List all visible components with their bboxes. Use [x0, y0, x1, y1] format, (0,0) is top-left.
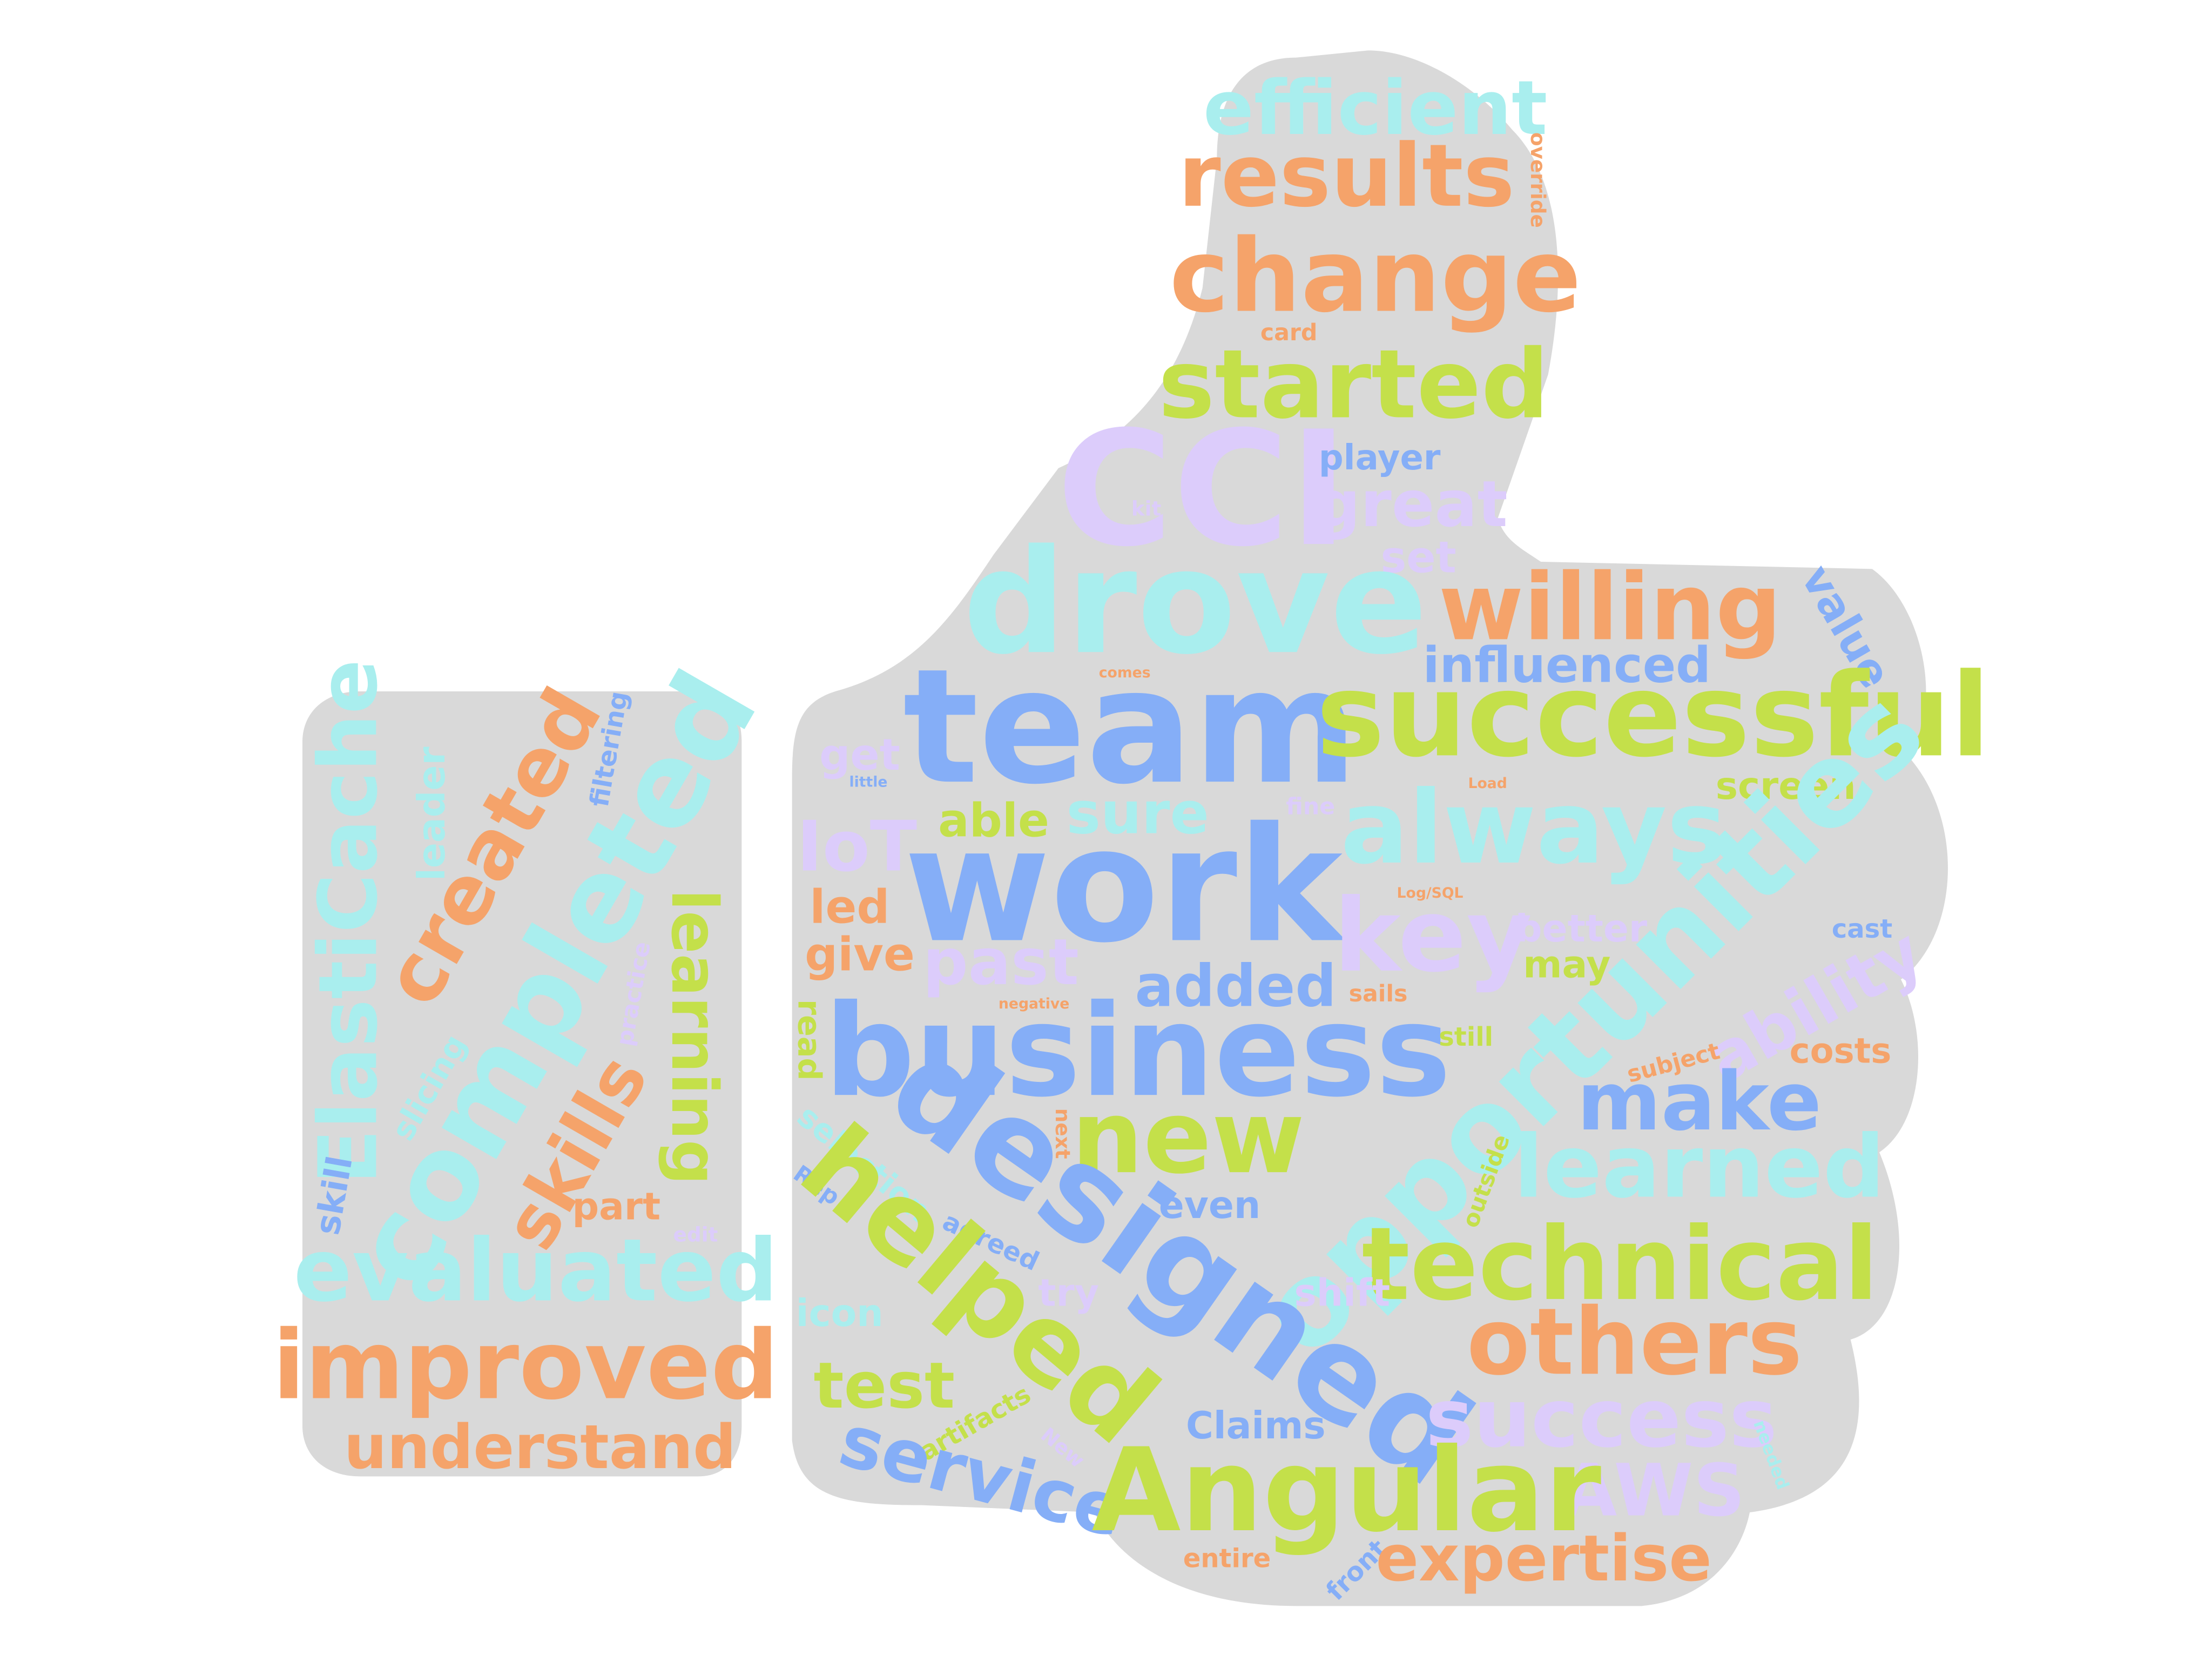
cloud-word-angular: Angular — [1091, 1424, 1601, 1558]
cloud-word-iot: IoT — [797, 807, 917, 887]
cloud-word-sails: sails — [1349, 980, 1408, 1007]
cloud-word-leader: leader — [410, 746, 454, 880]
cloud-word-evaluated: evaluated — [293, 1220, 778, 1321]
cloud-word-great: great — [1315, 467, 1508, 541]
cloud-word-team: team — [903, 635, 1358, 819]
cloud-word-edit: edit — [673, 1222, 718, 1246]
cloud-word-new: new — [1071, 1079, 1305, 1196]
cloud-word-technical: technical — [1362, 1206, 1879, 1323]
cloud-word-efficient: efficient — [1203, 64, 1547, 152]
cloud-word-screen: screen — [1716, 765, 1856, 808]
cloud-word-log-sql: Log/SQL — [1397, 885, 1464, 901]
cloud-word-set: set — [1381, 533, 1456, 583]
cloud-word-improved: improved — [273, 1310, 779, 1421]
cloud-word-little: little — [849, 774, 888, 791]
cloud-word-make: make — [1577, 1055, 1822, 1149]
cloud-word-started: started — [1158, 329, 1549, 440]
cloud-word-still: still — [1439, 1022, 1493, 1052]
cloud-word-influenced: influenced — [1423, 637, 1711, 694]
cloud-word-learned: learned — [1514, 1116, 1885, 1217]
cloud-word-get: get — [819, 730, 900, 780]
cloud-word-part: part — [572, 1186, 660, 1229]
cloud-word-may: may — [1523, 944, 1610, 987]
cloud-word-willing: willing — [1439, 554, 1782, 661]
cloud-word-better: better — [1515, 907, 1647, 951]
cloud-word-successful: successful — [1316, 649, 1990, 783]
cloud-word-success: success — [1426, 1372, 1777, 1466]
cloud-word-try: try — [1038, 1272, 1099, 1315]
cloud-word-cci: CCI — [1057, 398, 1348, 582]
cloud-word-results: results — [1178, 125, 1515, 226]
cloud-word-claims: Claims — [1186, 1404, 1326, 1448]
cloud-word-understand: understand — [344, 1412, 737, 1483]
cloud-word-fine: fine — [1286, 793, 1335, 820]
cloud-word-costs: costs — [1790, 1032, 1892, 1072]
cloud-word-elasticache: ElastiCache — [301, 660, 395, 1185]
cloud-word-even: even — [1159, 1184, 1261, 1227]
thumbs-up-cuff — [302, 691, 742, 1477]
cloud-word-always: always — [1340, 770, 1727, 887]
cloud-word-others: others — [1467, 1289, 1803, 1396]
cloud-word-read: read — [791, 999, 828, 1080]
cloud-word-next: next — [1051, 1108, 1075, 1159]
cloud-word-player: player — [1319, 438, 1441, 478]
cloud-word-override: override — [1526, 132, 1550, 228]
cloud-word-business: business — [824, 978, 1451, 1125]
cloud-word-negative: negative — [999, 995, 1069, 1012]
cloud-word-test: test — [814, 1349, 955, 1423]
cloud-word-aws: AWS — [1561, 1449, 1745, 1533]
cloud-word-learning: learning — [657, 889, 731, 1185]
cloud-word-drove: drove — [963, 518, 1427, 686]
cloud-word-card: card — [1260, 319, 1318, 346]
cloud-word-cast: cast — [1832, 914, 1892, 944]
cloud-word-shift: shift — [1294, 1272, 1390, 1315]
cloud-word-key: key — [1334, 878, 1532, 995]
cloud-word-able: able — [938, 795, 1049, 848]
cloud-word-sure: sure — [1066, 780, 1209, 847]
cloud-word-icon: icon — [796, 1292, 884, 1335]
cloud-word-give: give — [805, 928, 915, 982]
cloud-word-led: led — [810, 881, 889, 934]
cloud-word-entire: entire — [1183, 1543, 1271, 1573]
cloud-word-added: added — [1135, 953, 1336, 1020]
cloud-word-change: change — [1169, 218, 1581, 335]
thumbs-up-hand — [792, 50, 1948, 1606]
cloud-word-work: work — [904, 794, 1346, 978]
cloud-word-load: Load — [1468, 775, 1507, 792]
cloud-word-past: past — [923, 925, 1079, 999]
cloud-word-comes: comes — [1099, 664, 1151, 681]
cloud-word-expertise: expertise — [1375, 1522, 1711, 1596]
cloud-word-kit: kit — [1131, 496, 1161, 520]
